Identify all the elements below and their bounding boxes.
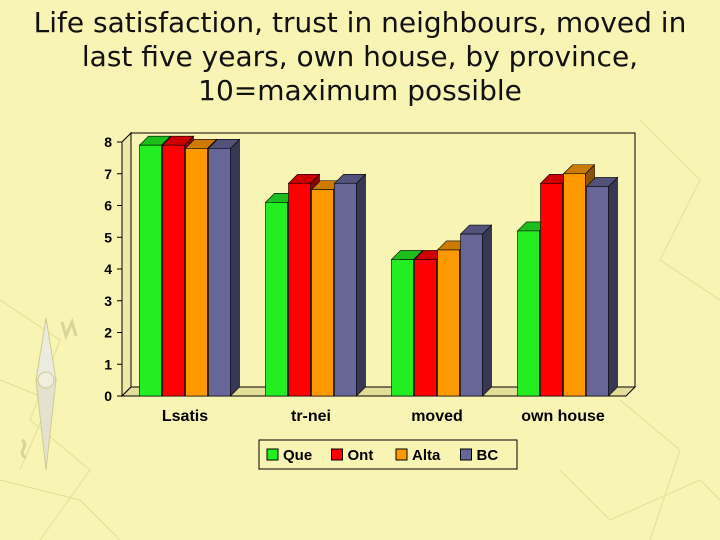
- y-tick-label: 3: [104, 293, 112, 309]
- bar-alta-3: [563, 173, 586, 397]
- legend-swatch: [395, 448, 408, 461]
- bar-ont-3: [540, 182, 563, 397]
- y-tick-label: 0: [104, 388, 112, 404]
- bar-side: [608, 176, 618, 397]
- y-tick-label: 6: [104, 198, 112, 214]
- legend-label: Ont: [348, 447, 374, 464]
- x-tick-label: moved: [411, 408, 463, 425]
- side-wall: [121, 131, 132, 398]
- bar-ont-0: [162, 144, 185, 397]
- bar-side: [356, 173, 366, 397]
- bar-que-1: [265, 202, 288, 397]
- bar-side: [230, 138, 240, 397]
- title-line-3: 10=maximum possible: [198, 74, 522, 107]
- bar-que-3: [517, 230, 540, 397]
- y-tick-label: 8: [104, 134, 112, 150]
- y-tick-label: 1: [104, 356, 112, 372]
- x-tick-label: Lsatis: [162, 408, 208, 425]
- y-tick-label: 7: [104, 166, 112, 182]
- legend-box: [258, 439, 518, 470]
- legend-swatch: [331, 448, 343, 461]
- legend-label: Que: [283, 447, 312, 464]
- x-tick-label: tr-nei: [291, 408, 331, 425]
- legend-label: BC: [477, 447, 499, 464]
- page-title: Life satisfaction, trust in neighbours, …: [0, 6, 720, 108]
- legend-swatch: [266, 448, 279, 461]
- bar-que-2: [391, 259, 414, 397]
- x-tick-label: own house: [521, 408, 605, 425]
- bar-alta-2: [437, 249, 460, 397]
- y-tick-label: 2: [104, 325, 112, 341]
- bar-bc-0: [208, 148, 231, 397]
- legend-label: Alta: [412, 447, 441, 464]
- title-line-1: Life satisfaction, trust in neighbours, …: [33, 6, 687, 39]
- bar-bc-2: [460, 233, 483, 397]
- y-tick-label: 4: [104, 261, 112, 277]
- bar-alta-0: [185, 148, 208, 397]
- title-line-2: last five years, own house, by province,: [81, 40, 639, 73]
- compass-rose-icon: [20, 317, 78, 471]
- bar-que-0: [139, 144, 162, 397]
- bar-bc-1: [334, 182, 357, 397]
- bar-alta-1: [311, 189, 334, 397]
- bar-ont-1: [288, 182, 311, 397]
- bar-side: [482, 224, 492, 397]
- legend-swatch: [460, 448, 472, 461]
- y-tick-label: 5: [104, 229, 112, 245]
- bar-ont-2: [414, 259, 437, 397]
- bar-bc-3: [586, 186, 609, 397]
